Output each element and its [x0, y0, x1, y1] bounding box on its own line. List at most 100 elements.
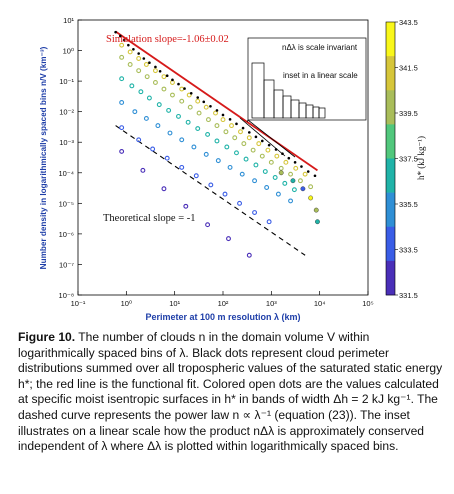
caption-label: Figure 10.	[18, 330, 76, 344]
colorbar-tick-label: 331.5	[399, 291, 418, 300]
caption-text: The number of clouds n in the domain vol…	[18, 330, 443, 454]
colored-point	[208, 182, 214, 188]
colored-point	[179, 137, 185, 143]
colored-point	[166, 107, 172, 113]
black-point	[171, 78, 174, 82]
colored-point	[243, 156, 249, 162]
figure-chart: 10⁻¹ 10⁰ 10¹ 10² 10³ 10⁴ 10⁵ 10¹ 10⁰ 10⁻¹ 10⁻² 10⁻…	[39, 16, 426, 322]
colored-point	[229, 123, 234, 129]
large-point	[300, 186, 306, 192]
colorbar-tick-label: 343.5	[399, 18, 418, 27]
inset-histogram	[251, 62, 326, 119]
large-point	[313, 207, 319, 213]
colored-point	[226, 236, 231, 242]
colored-point	[119, 100, 125, 105]
y-tick-label: 10⁻²	[59, 108, 74, 117]
colored-point	[167, 130, 173, 136]
y-tick-label: 10⁻⁵	[59, 199, 74, 208]
colored-point	[256, 141, 262, 147]
colored-point	[193, 173, 199, 179]
colored-point	[150, 146, 156, 152]
black-point	[137, 52, 140, 55]
colored-point	[227, 164, 233, 170]
colored-point	[195, 126, 201, 132]
colored-point	[179, 98, 185, 104]
black-point	[165, 74, 169, 78]
black-point	[114, 30, 117, 34]
colored-point	[234, 150, 239, 156]
colored-point	[127, 49, 133, 55]
colored-point	[138, 89, 144, 95]
colored-point	[253, 162, 259, 168]
inset-connector-top	[247, 119, 296, 158]
colored-point	[275, 191, 281, 197]
colored-point	[136, 68, 142, 74]
colored-point	[264, 185, 270, 190]
y-tick-labels: 10¹ 10⁰ 10⁻¹ 10⁻² 10⁻³ 10⁻⁴ 10⁻⁵ 10⁻⁶ 10⁻⁷ 10⁻⁸	[58, 16, 74, 300]
colored-point	[268, 159, 274, 165]
colored-point	[252, 178, 258, 184]
black-point	[183, 87, 186, 90]
colorbar-segment	[386, 158, 395, 193]
colored-point	[155, 123, 161, 129]
colored-point	[164, 155, 170, 161]
colored-point	[195, 98, 201, 104]
black-point	[142, 57, 146, 60]
colored-point	[274, 153, 280, 159]
colored-point	[186, 92, 192, 98]
colored-point	[214, 138, 220, 144]
colored-point	[215, 158, 221, 164]
inset-frame	[247, 37, 367, 121]
colored-point	[259, 153, 265, 159]
chart-lines	[115, 30, 318, 256]
inset-connector-lower	[239, 117, 286, 157]
colored-point	[214, 123, 220, 129]
colored-point	[161, 186, 167, 192]
black-point	[118, 34, 122, 38]
colored-point	[136, 137, 142, 143]
colored-point	[265, 147, 271, 153]
colored-point	[143, 115, 149, 121]
colorbar-tick-label: 339.5	[399, 109, 418, 118]
black-point	[154, 65, 157, 69]
colored-point	[119, 76, 125, 82]
colored-point	[203, 151, 209, 157]
colored-point	[241, 141, 247, 147]
large-point	[290, 178, 296, 184]
colorbar-segment	[386, 22, 395, 57]
colored-point	[119, 125, 125, 131]
chart-points	[114, 30, 320, 258]
y-tick-label: 10⁻⁸	[59, 291, 74, 300]
colored-point	[129, 83, 135, 89]
black-point	[122, 38, 126, 42]
black-point	[235, 122, 238, 126]
y-tick-label: 10⁰	[63, 47, 74, 56]
colored-point	[246, 135, 252, 141]
colored-point	[232, 135, 238, 141]
colored-point	[191, 144, 197, 150]
colored-point	[203, 104, 209, 110]
large-point	[308, 195, 314, 201]
colored-point	[272, 175, 278, 180]
black-point	[127, 43, 130, 47]
black-point	[254, 135, 258, 139]
colored-point	[170, 92, 175, 98]
x-tick-label: 10⁰	[121, 299, 132, 308]
large-point	[315, 219, 320, 225]
x-tick-label: 10²	[218, 299, 229, 308]
colored-point	[266, 219, 272, 225]
colorbar-segment	[386, 192, 395, 228]
black-point	[177, 82, 180, 86]
colored-point	[220, 117, 226, 123]
colored-point	[206, 117, 211, 123]
colorbar-segment	[386, 124, 395, 159]
y-tick-label: 10⁻⁴	[58, 169, 74, 178]
colored-point	[183, 203, 189, 209]
y-axis-label: Number density in logarithmically spaced…	[39, 46, 48, 269]
colored-point	[146, 95, 152, 101]
black-point	[287, 156, 291, 160]
colorbar-tick-label: 335.5	[399, 200, 418, 209]
colored-point	[308, 184, 314, 190]
theoretical-line	[115, 125, 306, 256]
axis-ticks	[77, 19, 369, 296]
